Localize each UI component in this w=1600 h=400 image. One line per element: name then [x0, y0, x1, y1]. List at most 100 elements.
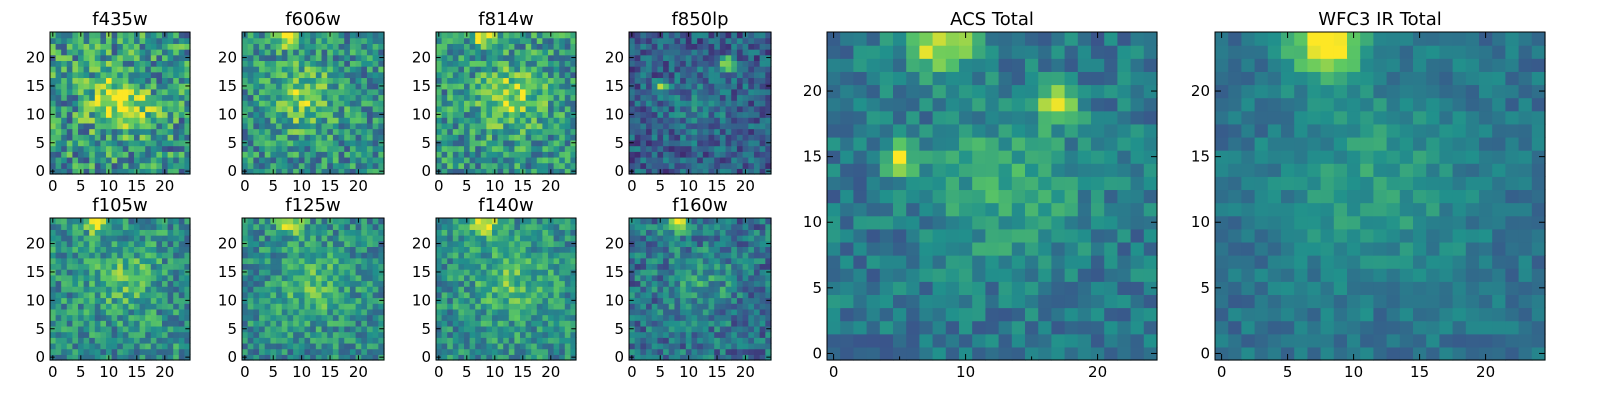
heatmap-cell [150, 337, 157, 344]
heatmap-cell [702, 348, 710, 355]
heatmap-cell [708, 286, 715, 293]
heatmap-cell [100, 342, 107, 350]
heatmap-cell [338, 314, 345, 321]
heatmap-cell [742, 88, 749, 96]
heatmap-cell [321, 134, 328, 141]
heatmap-cell [287, 229, 294, 236]
heatmap-cell [145, 43, 152, 50]
heatmap-cell [646, 151, 653, 158]
heatmap-cell [50, 134, 57, 141]
heatmap-cell [464, 83, 471, 90]
heatmap-cell [117, 235, 124, 242]
heatmap-cell [697, 308, 704, 316]
heatmap-cell [344, 252, 351, 259]
heatmap-cell [441, 240, 448, 247]
heatmap-cell [674, 32, 681, 39]
heatmap-cell [480, 43, 487, 50]
heatmap-cell [253, 66, 260, 73]
heatmap-cell [106, 246, 113, 253]
heatmap-cell [525, 252, 532, 259]
heatmap-cell [646, 32, 653, 39]
heatmap-cell [66, 235, 73, 242]
heatmap-cell [503, 257, 510, 265]
heatmap-cell [304, 297, 311, 304]
heatmap-cell [542, 134, 549, 141]
heatmap-cell [663, 314, 670, 321]
heatmap-cell [139, 337, 146, 344]
heatmap-cell [349, 223, 357, 230]
heatmap-cell [128, 303, 135, 310]
heatmap-cell [150, 156, 157, 164]
heatmap-cell [355, 263, 362, 270]
heatmap-cell [542, 229, 549, 236]
heatmap-cell [651, 297, 658, 304]
heatmap-cell [714, 342, 721, 350]
heatmap-cell [548, 342, 555, 350]
heatmap-cell [559, 77, 566, 84]
heatmap-cell [559, 105, 566, 113]
heatmap-cell [55, 297, 62, 304]
heatmap-cell [122, 257, 129, 265]
heatmap-cell [447, 257, 454, 265]
heatmap-cell [520, 252, 527, 259]
heatmap-cell [725, 71, 732, 79]
heatmap-cell [89, 286, 96, 293]
heatmap-cell [657, 83, 664, 90]
heatmap-cell [298, 337, 306, 344]
heatmap-cell [441, 354, 448, 361]
heatmap-cell [492, 235, 499, 242]
heatmap-cell [378, 71, 385, 79]
heatmap-cell [520, 134, 527, 141]
heatmap-cell [128, 60, 135, 67]
heatmap-cell [748, 139, 755, 147]
heatmap-cell [736, 156, 744, 164]
heatmap-cell [753, 60, 761, 67]
heatmap-cell [765, 331, 772, 338]
heatmap-cell [520, 122, 527, 130]
heatmap-cell [742, 286, 749, 293]
heatmap-cell [321, 354, 328, 361]
heatmap-cell [332, 331, 340, 338]
heatmap-cell [441, 151, 448, 158]
heatmap-cell [634, 331, 641, 338]
heatmap-cell [480, 54, 487, 61]
heatmap-cell [332, 286, 340, 293]
heatmap-cell [629, 134, 636, 141]
heatmap-cell [145, 71, 152, 79]
heatmap-cell [458, 162, 465, 169]
x-tick-label: 5 [268, 177, 278, 195]
heatmap-cell [310, 139, 317, 147]
heatmap-cell [94, 37, 101, 44]
heatmap-cell [100, 303, 107, 310]
heatmap-cell [72, 105, 79, 113]
heatmap-cell [536, 263, 543, 270]
heatmap-cell [270, 60, 277, 67]
heatmap-cell [564, 320, 571, 327]
heatmap-cell [287, 240, 294, 247]
heatmap-cell [117, 348, 124, 355]
heatmap-cell [150, 37, 157, 44]
heatmap-cell [469, 325, 476, 333]
heatmap-cell [531, 94, 538, 101]
heatmap-cell [559, 297, 566, 304]
heatmap-cell [247, 71, 254, 79]
heatmap-cell [150, 122, 157, 130]
heatmap-cell [178, 111, 185, 118]
y-tick-label: 20 [218, 49, 237, 67]
heatmap-cell [497, 257, 504, 265]
heatmap-cell [559, 348, 566, 355]
heatmap-cell [173, 286, 180, 293]
heatmap-cell [94, 308, 101, 316]
heatmap-cell [497, 297, 504, 304]
heatmap-cell [66, 257, 73, 265]
heatmap-cell [134, 297, 141, 304]
heatmap-cell [361, 240, 368, 247]
heatmap-cell [100, 145, 107, 152]
heatmap-cell [100, 240, 107, 247]
heatmap-cell [634, 269, 641, 276]
heatmap-cell [497, 280, 504, 287]
heatmap-cell [765, 43, 772, 50]
heatmap-cell [497, 354, 504, 361]
heatmap-cell [242, 162, 249, 169]
heatmap-cell [685, 162, 693, 169]
